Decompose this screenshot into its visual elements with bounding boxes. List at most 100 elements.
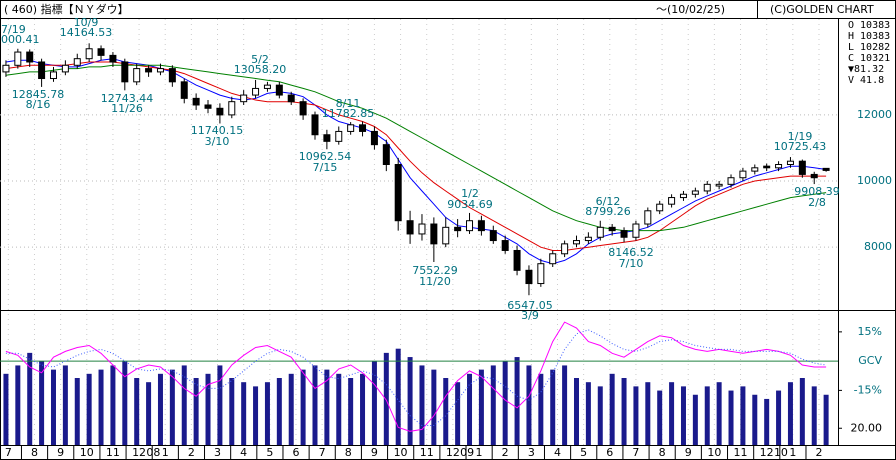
volume-bar — [50, 369, 56, 445]
candle-body — [679, 193, 687, 199]
candle-body — [608, 226, 616, 232]
candle-body — [763, 165, 771, 169]
annotation: 14164.53 — [60, 26, 113, 39]
candle-body — [287, 94, 295, 103]
candle-body — [192, 97, 200, 106]
candle-body — [121, 61, 129, 83]
annotation: 3/9 — [521, 309, 539, 322]
info-line: ▼81.32 — [848, 64, 884, 75]
annotation: 9908.39 — [794, 185, 840, 198]
volume-bar — [134, 378, 140, 445]
volume-bar — [217, 365, 223, 445]
candle-body — [703, 183, 711, 192]
volume-bar — [787, 382, 793, 445]
volume-bar — [550, 369, 556, 445]
annotation: 7552.29 — [412, 264, 458, 277]
annotation: 10725.43 — [774, 140, 827, 153]
volume-bar — [348, 378, 354, 445]
annotation: 12845.78 — [12, 88, 65, 101]
x-tick-label: 7 — [632, 446, 639, 459]
volume-bar — [157, 373, 163, 445]
candle-body — [810, 173, 818, 179]
volume-bar — [98, 369, 104, 445]
osc-tick-label: 15% — [858, 325, 882, 338]
candle-body — [168, 68, 176, 83]
x-tick-label: 11 — [106, 446, 120, 459]
candle-body — [14, 51, 22, 66]
annotation: 7/15 — [313, 161, 338, 174]
candle-body — [394, 164, 402, 222]
volume-bar — [799, 378, 805, 445]
candle-body — [347, 124, 355, 132]
annotation: 8/16 — [26, 98, 51, 111]
x-tick-label: 8 — [659, 446, 666, 459]
x-tick-label: 9 — [685, 446, 692, 459]
volume-bar — [324, 369, 330, 445]
volume-bar — [62, 365, 68, 445]
volume-bar — [704, 386, 710, 445]
volume-bar — [490, 365, 496, 445]
candle-body — [620, 230, 628, 238]
volume-bar — [562, 365, 568, 445]
x-tick-label: 10 — [707, 446, 721, 459]
moving-average — [5, 61, 827, 251]
candle-body — [370, 130, 378, 146]
annotation: 8146.52 — [608, 246, 654, 259]
volume-bar — [146, 382, 152, 445]
volume-bar — [573, 378, 579, 445]
candle-body — [656, 203, 664, 212]
y-tick-label: 8000 — [864, 240, 892, 253]
candle-body — [537, 263, 545, 285]
volume-bar — [264, 382, 270, 445]
volume-bar — [502, 361, 508, 445]
candle-body — [252, 87, 260, 96]
volume-bar — [621, 378, 627, 445]
x-tick-label: 11 — [734, 446, 748, 459]
volume-bar — [538, 373, 544, 445]
candle-body — [263, 84, 271, 89]
volume-bar — [395, 348, 401, 445]
candle-body — [596, 226, 604, 238]
annotation: 3/10 — [205, 135, 230, 148]
candle-body — [216, 107, 224, 116]
candle-body — [549, 253, 557, 265]
candle-body — [228, 101, 236, 116]
volume-bar — [455, 382, 461, 445]
volume-bar — [110, 365, 116, 445]
volume-bar — [776, 390, 782, 445]
candle-body — [2, 64, 10, 73]
volume-bar — [609, 373, 615, 445]
x-tick-label: 2 — [502, 446, 509, 459]
x-tick-label: 5 — [266, 446, 273, 459]
volume-bar — [692, 394, 698, 445]
oscillator-line — [5, 321, 827, 432]
volume-bar — [419, 365, 425, 445]
candle-body — [382, 144, 390, 165]
volume-bar — [716, 382, 722, 445]
candle-body — [430, 223, 438, 245]
info-line: H 10383 — [848, 31, 890, 42]
candle-body — [786, 160, 794, 165]
candle-body — [204, 104, 212, 109]
candle-body — [109, 54, 117, 63]
candle-body — [240, 94, 248, 103]
volume-bar — [585, 382, 591, 445]
annotation: 12743.44 — [101, 92, 154, 105]
volume-bar — [383, 352, 389, 445]
volume-bar — [288, 373, 294, 445]
candle-body — [26, 51, 34, 63]
candle-body — [38, 61, 46, 80]
candle-body — [442, 226, 450, 245]
x-tick-label: 9 — [57, 446, 64, 459]
volume-bar — [467, 373, 473, 445]
annotation: 1/19 — [788, 130, 813, 143]
candle-body — [61, 64, 69, 73]
moving-average — [5, 58, 827, 265]
annotation: 8799.26 — [585, 205, 631, 218]
candle-body — [584, 236, 592, 242]
x-tick-label: 1 — [162, 446, 169, 459]
volume-bar — [740, 386, 746, 445]
candle-body — [311, 114, 319, 136]
x-tick-label: 1 — [476, 446, 483, 459]
info-line: L 10282 — [848, 42, 890, 53]
